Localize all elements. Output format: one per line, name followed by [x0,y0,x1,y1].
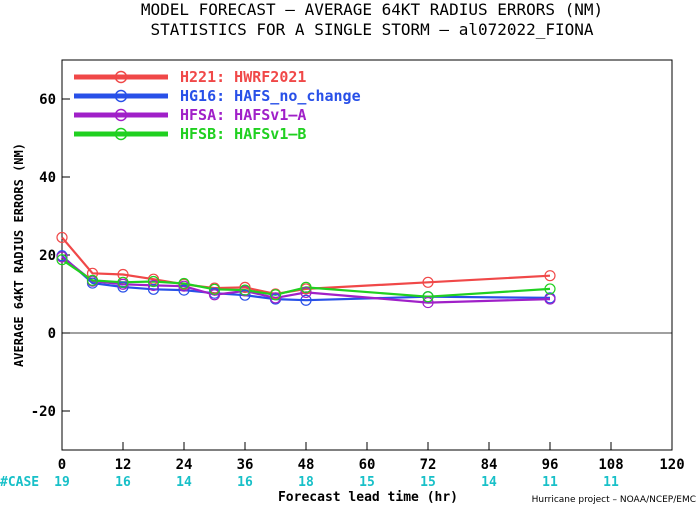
data-point [544,270,556,282]
case-label: #CASE [0,475,39,490]
x-tick-label: 60 [359,457,376,473]
legend-label: HFSA: HAFSv1–A [180,106,306,124]
credit-text: Hurricane project – NOAA/NCEP/EMC [532,495,696,505]
data-point [422,276,434,288]
data-point [208,289,221,301]
data-point [239,284,251,296]
chart-title: MODEL FORECAST – AVERAGE 64KT RADIUS ERR… [141,0,603,19]
legend-label: H221: HWRF2021 [180,68,306,86]
x-tick-label: 108 [598,457,623,473]
case-count: 16 [115,475,131,490]
data-point [117,276,129,288]
case-count: 14 [176,475,192,490]
series-group [56,231,556,309]
data-point [300,281,312,293]
case-count: 18 [298,475,314,490]
plot-frame [61,59,673,451]
data-point [422,296,434,309]
x-axis-label: Forecast lead time (hr) [278,490,458,505]
data-point [178,280,190,292]
data-point [269,289,282,301]
y-tick-label: 60 [39,92,56,108]
legend-marker [114,70,128,84]
legend-marker [114,108,128,122]
data-point [56,231,68,244]
data-point [544,283,556,295]
data-point [86,274,99,286]
x-tick-label: 96 [542,457,559,473]
legend-label: HG16: HAFS_no_change [180,87,361,105]
data-point [422,291,434,303]
data-point [208,283,221,295]
case-counts: 19 16 14 16 18 15 15 14 11 11 [54,475,619,490]
data-point [147,283,160,295]
chart-subtitle: STATISTICS FOR A SINGLE STORM – al072022… [150,20,593,39]
x-tick-label: 24 [176,457,193,473]
series-line-3 [61,258,551,298]
case-count: 11 [603,475,619,490]
y-axis: -20 0 20 40 60 [31,92,70,420]
y-axis-label: AVERAGE 64KT RADIUS ERRORS (NM) [12,143,26,367]
data-point [147,275,160,288]
data-point [269,292,282,304]
y-tick-label: 20 [39,248,56,264]
data-point [117,281,129,293]
x-axis: 0 12 24 36 48 60 72 84 96 108 120 [58,442,685,473]
legend-marker [114,127,128,141]
case-count: 15 [359,475,375,490]
case-count: 15 [420,475,436,490]
case-count: 14 [481,475,497,490]
x-tick-label: 36 [237,457,254,473]
x-tick-label: 120 [659,457,684,473]
data-point [56,254,68,266]
x-tick-label: 48 [298,457,315,473]
y-tick-label: 40 [39,170,56,186]
data-point [300,286,312,299]
case-count: 11 [542,475,558,490]
data-point [300,294,312,306]
x-tick-label: 72 [420,457,437,473]
x-tick-label: 84 [481,457,498,473]
x-tick-label: 0 [58,457,66,473]
data-point [178,277,190,290]
data-point [239,281,251,293]
x-tick-label: 12 [115,457,132,473]
data-point [56,251,68,263]
data-point [239,289,251,301]
legend-marker [114,89,128,103]
case-count: 19 [54,475,70,490]
legend-label: HFSB: HAFSv1–B [180,125,306,143]
y-tick-label: -20 [31,404,56,420]
case-count: 16 [237,475,253,490]
y-tick-label: 0 [48,326,56,342]
data-point [178,284,190,296]
data-point [147,279,160,292]
